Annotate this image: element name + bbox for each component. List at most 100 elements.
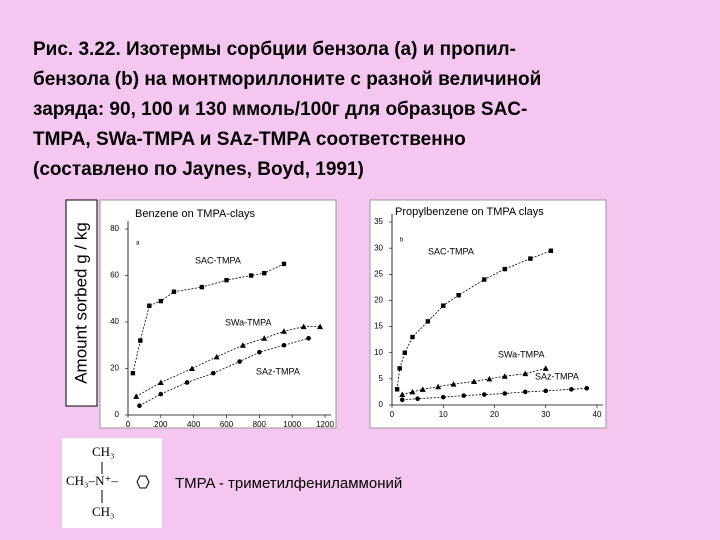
series-label: SAz-TMPA [535, 371, 579, 381]
marker [471, 378, 477, 384]
panel-letter: a [136, 241, 140, 247]
x-tick-label: 20 [490, 410, 499, 419]
marker [440, 394, 446, 400]
marker [522, 389, 528, 395]
marker [542, 365, 549, 371]
marker [450, 381, 457, 387]
marker [133, 393, 140, 399]
x-tick-label: 200 [154, 420, 168, 429]
caption-line: бензола (b) на монтмориллоните с разной … [33, 69, 541, 90]
marker [239, 342, 246, 348]
caption-line: заряда: 90, 100 и 130 ммоль/100г для обр… [33, 99, 527, 120]
marker [399, 397, 405, 403]
marker [158, 298, 164, 304]
y-tick-label: 80 [110, 224, 119, 233]
marker [410, 334, 415, 340]
structure-text: CH₃ [92, 444, 115, 459]
series-label: SAC-TMPA [428, 246, 474, 256]
marker [317, 323, 324, 330]
x-tick-label: 600 [220, 420, 234, 429]
benzene-ring [136, 475, 150, 489]
marker [257, 349, 262, 355]
marker [501, 373, 508, 379]
marker [399, 391, 406, 398]
marker [138, 338, 143, 343]
marker [189, 365, 196, 371]
marker [394, 387, 400, 392]
marker [158, 391, 164, 397]
marker [171, 289, 177, 294]
marker [281, 261, 287, 267]
marker [248, 273, 254, 278]
marker [486, 375, 493, 382]
marker [184, 380, 190, 385]
marker [281, 342, 287, 348]
marker [402, 350, 408, 355]
marker [419, 386, 426, 392]
marker [280, 328, 287, 334]
marker [261, 335, 268, 341]
x-tick-label: 0 [126, 420, 131, 429]
x-tick-label: 0 [390, 410, 395, 419]
structure-text: CH₃–N⁺– [66, 473, 118, 488]
series-line [402, 368, 546, 395]
y-label-box [65, 199, 98, 407]
series-label: SAz-TMPA [256, 366, 300, 376]
marker [157, 379, 164, 385]
marker [481, 392, 487, 397]
panel-b [369, 199, 607, 429]
marker [224, 277, 229, 283]
marker [569, 387, 574, 392]
marker [409, 388, 416, 395]
chart-title: Propylbenzene on TMPA clays [395, 206, 544, 218]
marker [425, 319, 431, 324]
x-tick-label: 40 [593, 410, 602, 419]
y-tick-label: 5 [379, 374, 384, 383]
marker [584, 385, 590, 391]
marker [137, 403, 142, 409]
panel-a [99, 199, 337, 429]
marker [461, 393, 467, 398]
marker [130, 370, 136, 376]
series-line [136, 326, 321, 397]
marker [441, 303, 446, 308]
marker [456, 293, 461, 298]
marker [237, 359, 242, 364]
chart-title: Benzene on TMPA-clays [135, 208, 256, 220]
caption-line: Рис. 3.22. Изотермы сорбции бензола (a) … [33, 39, 516, 60]
caption-line: (составлено по Jaynes, Boyd, 1991) [33, 159, 364, 180]
marker [435, 383, 442, 390]
series-label: SAC-TMPA [195, 255, 241, 265]
caption-line: TMPA, SWa-TMPA и SAz-TMPA соответственно [33, 129, 466, 150]
marker [397, 366, 402, 371]
y-tick-label: 10 [374, 348, 383, 357]
y-tick-label: 35 [374, 217, 383, 226]
y-tick-label: 0 [115, 410, 120, 419]
series-line [139, 337, 309, 407]
structure-text: CH₃ [92, 504, 115, 519]
marker [300, 323, 307, 330]
structure-box [62, 438, 162, 528]
marker [306, 335, 311, 341]
panel-letter: b [400, 238, 404, 244]
y-tick-label: 30 [374, 243, 383, 252]
marker [415, 396, 420, 402]
x-tick-label: 400 [187, 420, 201, 429]
marker [502, 266, 507, 272]
y-axis-label: Amount sorbed g / kg [71, 222, 90, 384]
series-label: SWa-TMPA [498, 349, 545, 359]
marker [147, 303, 152, 308]
marker [548, 248, 554, 253]
x-tick-label: 1200 [316, 420, 334, 429]
marker [211, 370, 216, 376]
y-tick-label: 0 [379, 400, 384, 409]
marker [502, 391, 508, 396]
marker [482, 277, 487, 282]
y-tick-label: 40 [110, 317, 119, 326]
x-tick-label: 30 [541, 410, 550, 419]
y-tick-label: 20 [374, 296, 383, 305]
marker [199, 284, 205, 290]
y-tick-label: 25 [374, 269, 383, 278]
footnote: TMPA - триметилфениламмоний [175, 475, 402, 492]
